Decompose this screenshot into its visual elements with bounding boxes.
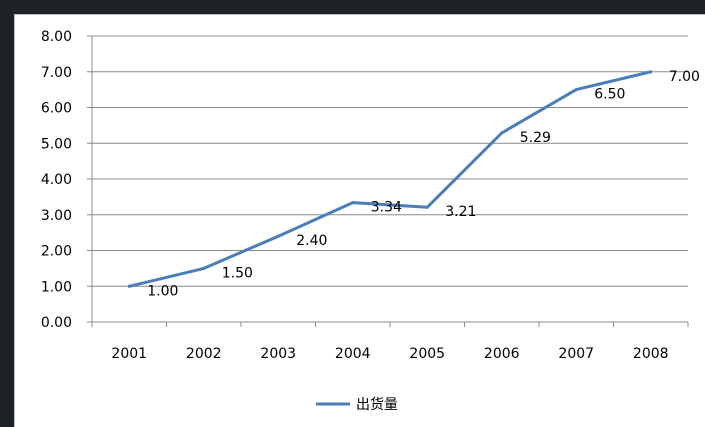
chart-frame — [14, 14, 705, 427]
x-tick-labels: 2001 2002 2003 2004 2005 2006 2007 2008 — [111, 346, 668, 362]
y-tick-label: 2.00 — [41, 244, 72, 260]
y-tick-label: 4.00 — [41, 172, 72, 188]
y-tick-label: 1.00 — [41, 279, 72, 295]
data-labels: 1.00 1.50 2.40 3.34 3.21 5.29 6.50 7.00 — [147, 69, 700, 300]
x-tick-label: 2005 — [409, 346, 445, 362]
x-tick-label: 2003 — [260, 346, 296, 362]
x-tick-label: 2004 — [335, 346, 371, 362]
y-tick-label: 0.00 — [41, 315, 72, 331]
x-tick-label: 2006 — [484, 346, 520, 362]
x-tick-label: 2008 — [633, 346, 669, 362]
y-tick-label: 3.00 — [41, 208, 72, 224]
data-point — [425, 205, 429, 209]
data-point — [351, 201, 355, 205]
x-tick-label: 2007 — [558, 346, 594, 362]
data-point — [276, 234, 280, 238]
data-label: 7.00 — [669, 69, 700, 85]
data-point — [500, 131, 504, 135]
data-label: 3.21 — [445, 204, 476, 220]
axes — [87, 35, 689, 327]
data-point — [127, 284, 131, 288]
legend: 出货量 — [316, 396, 398, 413]
x-tick-label: 2002 — [186, 346, 222, 362]
data-label: 1.50 — [222, 265, 253, 281]
x-tick-label: 2001 — [111, 346, 147, 362]
y-tick-label: 5.00 — [41, 136, 72, 152]
data-point — [574, 88, 578, 92]
data-label: 2.40 — [296, 233, 327, 249]
data-point — [202, 266, 206, 270]
series-group — [127, 70, 653, 288]
y-tick-label: 8.00 — [41, 29, 72, 45]
data-label: 5.29 — [520, 130, 551, 146]
data-point — [649, 70, 653, 74]
y-tick-labels: 0.00 1.00 2.00 3.00 4.00 5.00 6.00 7.00 8.00 — [41, 29, 72, 331]
legend-label: 出货量 — [356, 396, 398, 413]
data-label: 1.00 — [147, 283, 178, 299]
y-tick-label: 6.00 — [41, 101, 72, 117]
gridlines — [92, 35, 688, 287]
data-label: 3.34 — [371, 200, 402, 216]
series-line — [127, 70, 653, 288]
data-label: 6.50 — [594, 87, 625, 103]
y-tick-label: 7.00 — [41, 65, 72, 81]
